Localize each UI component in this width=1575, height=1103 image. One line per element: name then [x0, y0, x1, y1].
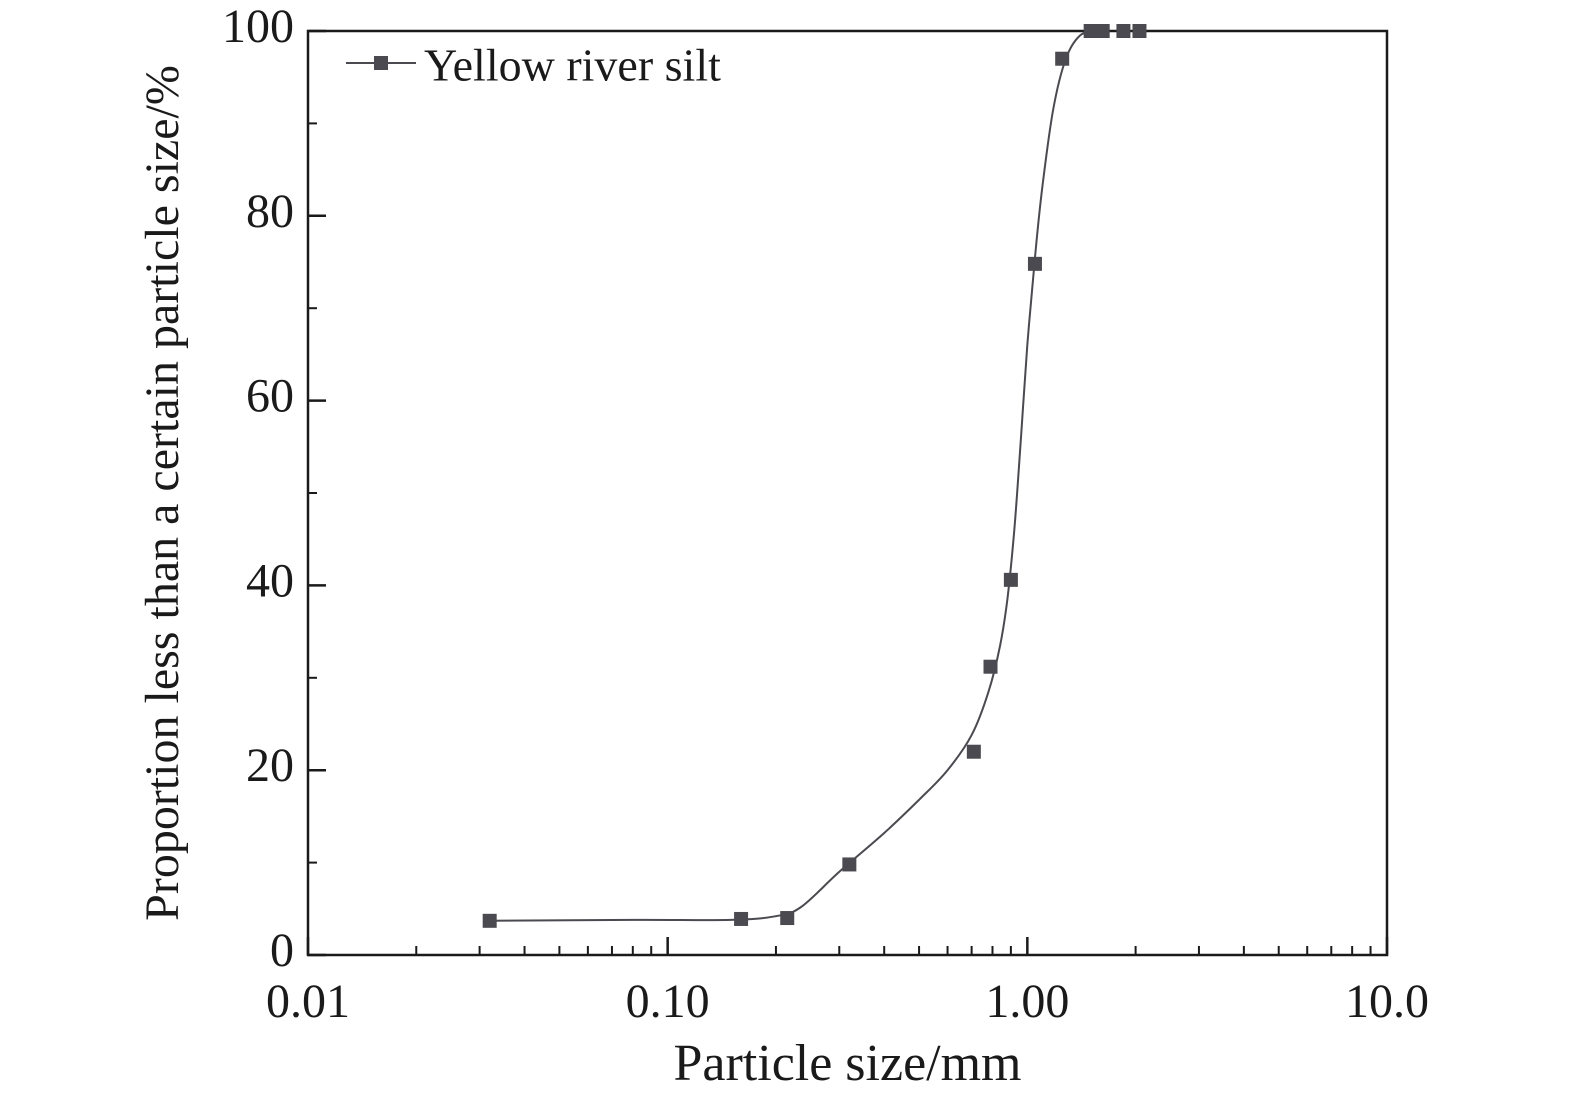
data-point [1132, 24, 1147, 38]
data-point [1027, 256, 1042, 271]
data-point [1083, 24, 1098, 38]
data-point [1003, 572, 1018, 587]
data-point [1095, 24, 1110, 38]
x-tick-label: 1.00 [985, 975, 1069, 1028]
y-tick-label: 80 [246, 185, 294, 238]
data-point [780, 911, 795, 926]
legend: Yellow river silt [346, 40, 721, 91]
x-tick-label: 0.10 [626, 975, 710, 1028]
data-point [966, 744, 981, 759]
x-axis: 0.01 0.10 1.00 10.0 [266, 937, 1429, 1028]
y-axis: 0 20 40 60 80 100 [222, 0, 326, 977]
plot-frame [306, 29, 1389, 957]
y-tick-label: 20 [246, 739, 294, 792]
legend-label: Yellow river silt [424, 40, 721, 91]
x-tick-label: 0.01 [266, 975, 350, 1028]
data-point [1116, 24, 1131, 38]
series-curve [489, 30, 1097, 922]
data-point [1055, 51, 1070, 66]
plot-area [306, 29, 1389, 957]
data-point [842, 857, 857, 872]
y-tick-label: 40 [246, 554, 294, 607]
y-axis-label: Proportion less than a certain particle … [136, 65, 189, 921]
data-point [482, 913, 497, 928]
legend-marker [374, 56, 388, 70]
y-tick-label: 60 [246, 370, 294, 423]
y-tick-label: 100 [222, 0, 294, 53]
data-point [983, 659, 998, 674]
series-layer [482, 24, 1147, 928]
x-axis-label: Particle size/mm [673, 1035, 1021, 1092]
y-tick-label: 0 [270, 924, 294, 977]
data-point [734, 911, 749, 926]
x-tick-label: 10.0 [1345, 975, 1429, 1028]
